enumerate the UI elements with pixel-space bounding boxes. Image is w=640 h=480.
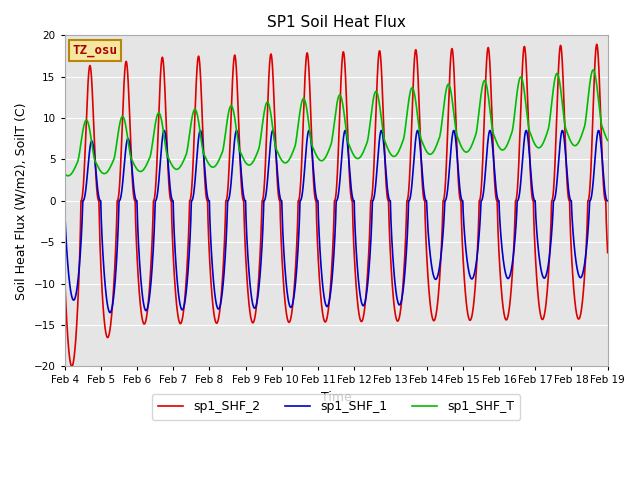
- sp1_SHF_T: [387, 151, 394, 156]
- sp1_SHF_2: [593, 41, 600, 47]
- sp1_SHF_2: [61, 271, 68, 276]
- sp1_SHF_2: [508, 287, 515, 293]
- sp1_SHF_2: [268, 60, 276, 65]
- sp1_SHF_2: [604, 250, 611, 255]
- Line: sp1_SHF_T: sp1_SHF_T: [65, 70, 607, 176]
- sp1_SHF_1: [159, 129, 167, 135]
- sp1_SHF_1: [604, 198, 611, 204]
- X-axis label: Time: Time: [321, 391, 351, 404]
- Y-axis label: Soil Heat Flux (W/m2), SoilT (C): Soil Heat Flux (W/m2), SoilT (C): [15, 102, 28, 300]
- sp1_SHF_2: [68, 363, 76, 369]
- sp1_SHF_T: [589, 67, 597, 73]
- sp1_SHF_T: [604, 138, 611, 144]
- Legend: sp1_SHF_2, sp1_SHF_1, sp1_SHF_T: sp1_SHF_2, sp1_SHF_1, sp1_SHF_T: [152, 394, 520, 420]
- sp1_SHF_T: [466, 146, 474, 152]
- sp1_SHF_1: [508, 267, 515, 273]
- sp1_SHF_2: [387, 250, 394, 256]
- sp1_SHF_1: [414, 128, 422, 134]
- sp1_SHF_2: [466, 317, 474, 323]
- sp1_SHF_T: [268, 120, 276, 126]
- Line: sp1_SHF_1: sp1_SHF_1: [65, 131, 607, 312]
- sp1_SHF_T: [61, 171, 68, 177]
- sp1_SHF_T: [508, 132, 515, 137]
- Text: TZ_osu: TZ_osu: [73, 44, 118, 57]
- Title: SP1 Soil Heat Flux: SP1 Soil Heat Flux: [267, 15, 406, 30]
- sp1_SHF_T: [64, 173, 72, 179]
- sp1_SHF_1: [61, 198, 68, 204]
- sp1_SHF_T: [159, 128, 167, 134]
- Line: sp1_SHF_2: sp1_SHF_2: [65, 44, 607, 366]
- sp1_SHF_T: [414, 115, 422, 121]
- sp1_SHF_1: [233, 128, 241, 133]
- sp1_SHF_2: [159, 60, 167, 65]
- sp1_SHF_1: [387, 203, 394, 208]
- sp1_SHF_1: [466, 273, 474, 279]
- sp1_SHF_1: [106, 310, 114, 315]
- sp1_SHF_2: [414, 71, 422, 76]
- sp1_SHF_1: [268, 128, 276, 134]
